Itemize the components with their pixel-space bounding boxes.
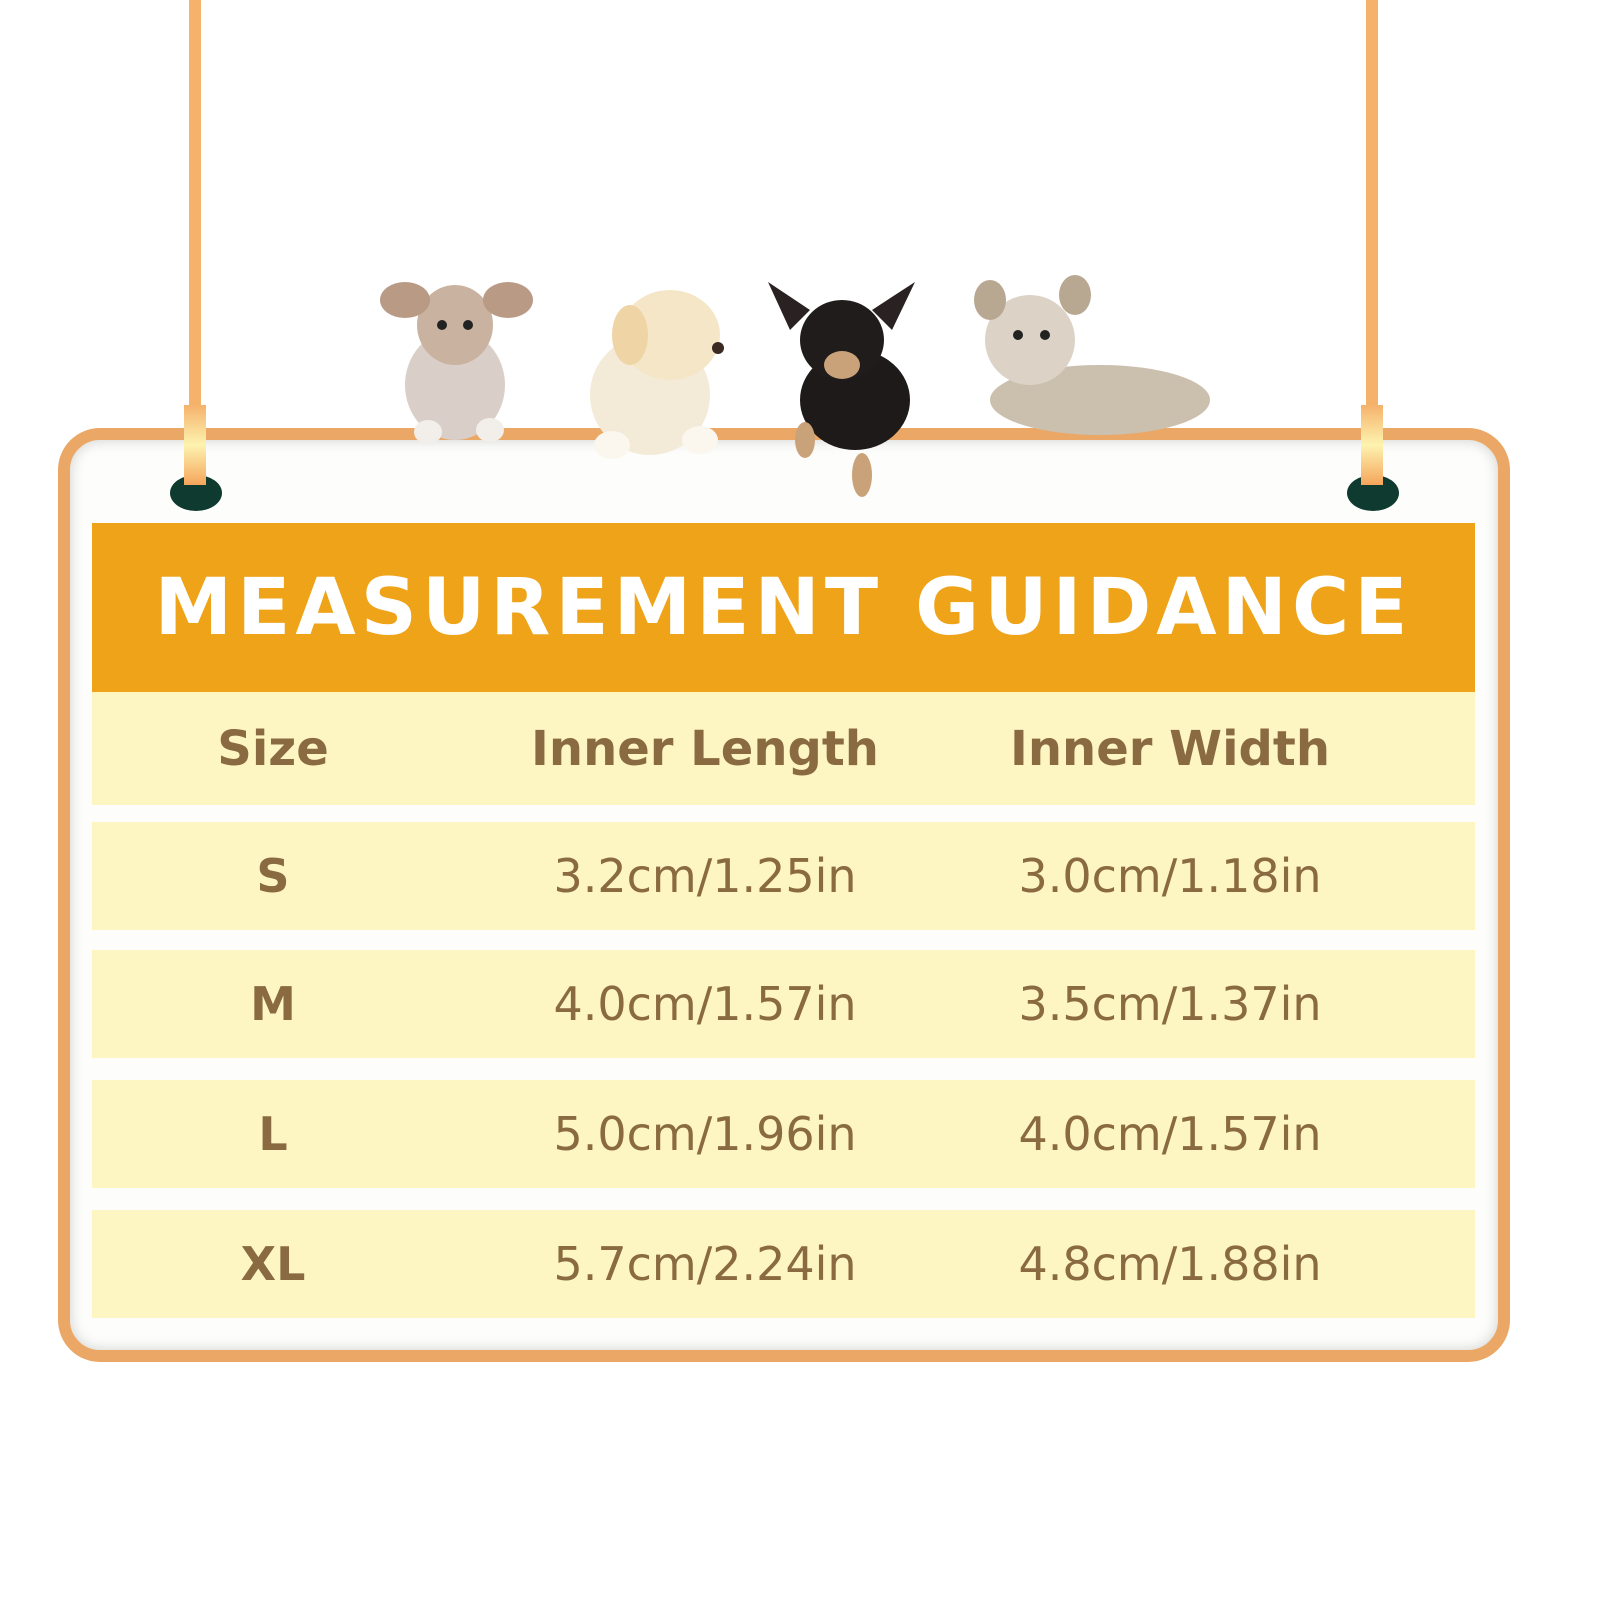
table-row: XL 5.7cm/2.24in 4.8cm/1.88in bbox=[92, 1210, 1475, 1318]
dog-yorkie-icon bbox=[974, 275, 1210, 435]
table-row: M 4.0cm/1.57in 3.5cm/1.37in bbox=[92, 950, 1475, 1058]
width-cell: 3.5cm/1.37in bbox=[1018, 977, 1322, 1031]
column-header-inner-width: Inner Width bbox=[1009, 720, 1331, 777]
title-banner: MEASUREMENT GUIDANCE bbox=[92, 523, 1475, 692]
page-title: MEASUREMENT GUIDANCE bbox=[154, 562, 1413, 653]
size-cell: S bbox=[256, 849, 290, 903]
size-cell: L bbox=[258, 1107, 288, 1161]
length-cell: 3.2cm/1.25in bbox=[553, 849, 857, 903]
width-cell: 4.0cm/1.57in bbox=[1018, 1107, 1322, 1161]
hanging-rope-left bbox=[189, 0, 201, 480]
rope-tab-left bbox=[184, 405, 206, 485]
table-row: L 5.0cm/1.96in 4.0cm/1.57in bbox=[92, 1080, 1475, 1188]
length-cell: 4.0cm/1.57in bbox=[553, 977, 857, 1031]
dog-labrador-puppy-icon bbox=[590, 290, 724, 459]
length-cell: 5.0cm/1.96in bbox=[553, 1107, 857, 1161]
column-header-size: Size bbox=[217, 720, 329, 777]
dog-chihuahua-black-icon bbox=[768, 282, 915, 497]
table-header-row: Size Inner Length Inner Width bbox=[92, 692, 1475, 805]
size-cell: M bbox=[250, 977, 296, 1031]
length-cell: 5.7cm/2.24in bbox=[553, 1237, 857, 1291]
width-cell: 3.0cm/1.18in bbox=[1018, 849, 1322, 903]
dog-chihuahua-tan-icon bbox=[380, 282, 533, 444]
table-row: S 3.2cm/1.25in 3.0cm/1.18in bbox=[92, 822, 1475, 930]
dogs-illustration bbox=[380, 275, 1210, 497]
column-header-inner-length: Inner Length bbox=[531, 720, 879, 777]
size-cell: XL bbox=[240, 1237, 306, 1291]
hanging-rope-right bbox=[1366, 0, 1378, 480]
rope-tab-right bbox=[1361, 405, 1383, 485]
width-cell: 4.8cm/1.88in bbox=[1018, 1237, 1322, 1291]
